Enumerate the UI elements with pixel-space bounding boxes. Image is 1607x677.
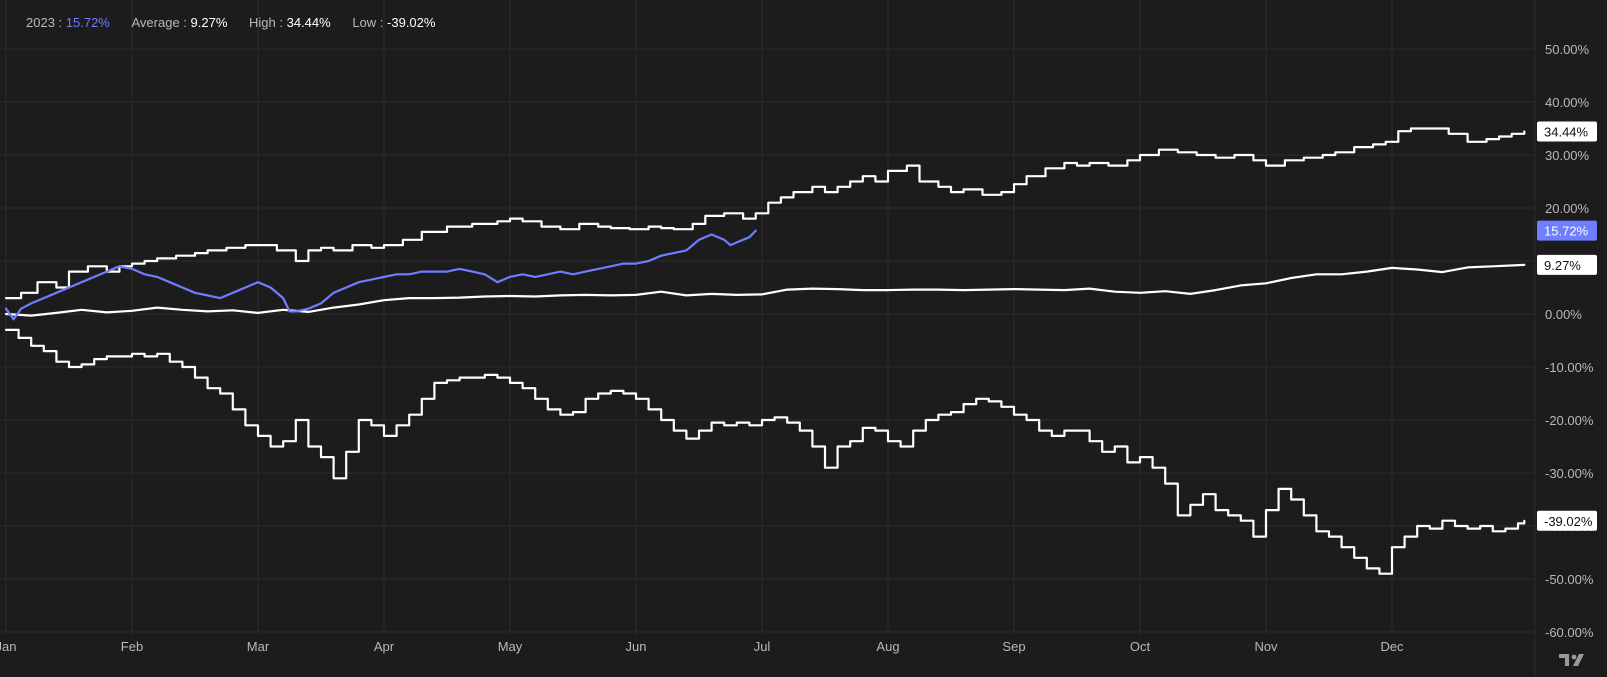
x-tick-label: Oct <box>1130 639 1151 654</box>
price-tag-label: 15.72% <box>1544 224 1589 239</box>
legend-average-label: Average <box>131 15 180 30</box>
y-tick-label: 0.00% <box>1545 307 1582 322</box>
series-line-average[interactable] <box>4 263 1526 317</box>
series-lines <box>4 127 1526 575</box>
price-tag-box <box>1537 254 1597 275</box>
x-tick-label: Jul <box>754 639 771 654</box>
x-tick-label: Apr <box>374 639 395 654</box>
x-axis: Jan Feb Mar Apr May Jun Jul Aug Sep Oct Nov Dec <box>0 639 1404 654</box>
x-tick-label: Mar <box>247 639 270 654</box>
price-tag-label: 34.44% <box>1544 124 1589 139</box>
y-tick-label: -60.00% <box>1545 625 1594 640</box>
grid-lines <box>0 0 1536 677</box>
y-tick-label: -10.00% <box>1545 360 1594 375</box>
legend-high-label: High <box>249 15 276 30</box>
y-tick-label: 50.00% <box>1545 42 1590 57</box>
x-tick-label: Jan <box>0 639 16 654</box>
series-line-high[interactable] <box>4 127 1526 300</box>
y-tick-label: -30.00% <box>1545 466 1594 481</box>
y-tick-label: 40.00% <box>1545 95 1590 110</box>
x-tick-label: Aug <box>876 639 899 654</box>
price-tag-box <box>1537 510 1597 531</box>
legend-item-low[interactable]: Low : -39.02% <box>352 15 435 30</box>
tradingview-logo-icon[interactable] <box>1557 651 1593 669</box>
legend-separator: : <box>376 15 388 30</box>
price-tag-label: -39.02% <box>1544 514 1593 529</box>
y-tick-label: 30.00% <box>1545 148 1590 163</box>
y-tick-label: -20.00% <box>1545 413 1594 428</box>
price-tag-box <box>1537 220 1597 241</box>
legend-year-value: 15.72% <box>65 15 110 30</box>
legend-low-value: -39.02% <box>387 15 436 30</box>
legend-separator: : <box>179 15 191 30</box>
price-tag-low: -39.02% <box>1537 510 1597 531</box>
legend-high-value: 34.44% <box>286 15 331 30</box>
legend-item-high[interactable]: High : 34.44% <box>249 15 334 30</box>
series-line-low[interactable] <box>4 328 1526 575</box>
x-tick-label: Nov <box>1254 639 1278 654</box>
legend-item-2023[interactable]: 2023 : 15.72% <box>26 15 113 30</box>
legend-average-value: 9.27% <box>190 15 228 30</box>
legend-separator: : <box>54 15 66 30</box>
price-tag-year: 15.72% <box>1537 220 1597 241</box>
legend-year-label: 2023 <box>26 15 55 30</box>
price-tag-box <box>1537 121 1597 142</box>
series-line-2023[interactable] <box>4 229 757 321</box>
legend-item-average[interactable]: Average : 9.27% <box>131 15 231 30</box>
x-tick-label: Jun <box>626 639 647 654</box>
price-tag-high: 34.44% <box>1537 121 1597 142</box>
price-tag-average: 9.27% <box>1537 254 1597 275</box>
price-tag-label: 9.27% <box>1544 258 1581 273</box>
y-tick-label: 20.00% <box>1545 201 1590 216</box>
legend-separator: : <box>275 15 287 30</box>
x-tick-label: Sep <box>1002 639 1025 654</box>
legend-low-label: Low <box>352 15 377 30</box>
chart-legend: 2023 : 15.72% Average : 9.27% High : 34.… <box>26 15 453 30</box>
x-tick-label: Dec <box>1380 639 1404 654</box>
price-tags: 34.44% 15.72% 9.27% -39.02% <box>1537 121 1597 531</box>
x-tick-label: May <box>498 639 523 654</box>
y-tick-label: -50.00% <box>1545 572 1594 587</box>
x-tick-label: Feb <box>121 639 143 654</box>
